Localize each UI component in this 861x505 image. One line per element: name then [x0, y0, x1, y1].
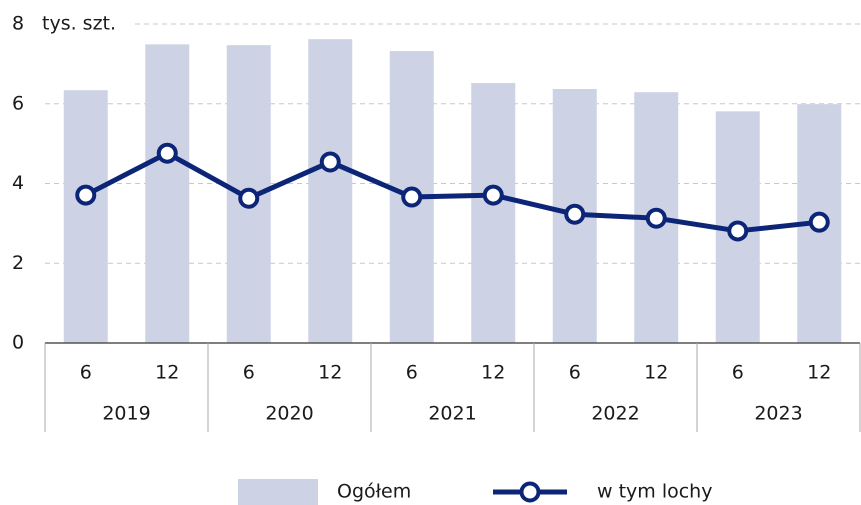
y-tick-label: 6: [12, 92, 24, 114]
x-tick-label: 12: [481, 362, 505, 384]
bar: [145, 44, 190, 344]
label-background: [34, 10, 134, 38]
legend-swatch: [238, 479, 318, 505]
line-marker: [401, 186, 423, 208]
x-group-label: 2021: [428, 403, 476, 425]
y-axis-label: tys. szt.: [42, 13, 116, 35]
x-group-label: 2023: [754, 403, 802, 425]
x-tick-label: 12: [644, 362, 668, 384]
x-group-label: 2022: [591, 403, 639, 425]
bar: [308, 39, 353, 344]
legend-label: Ogółem: [337, 481, 411, 503]
x-tick-label: 6: [732, 362, 744, 384]
y-tick-label: 2: [12, 252, 24, 274]
x-tick-label: 12: [318, 362, 342, 384]
x-tick-label: 6: [80, 362, 92, 384]
x-tick-label: 6: [569, 362, 581, 384]
x-group-label: 2019: [102, 403, 150, 425]
x-group-label: 2020: [265, 403, 313, 425]
line-marker: [808, 211, 830, 233]
line-marker: [482, 184, 504, 206]
legend-marker: [519, 481, 541, 503]
line-marker: [75, 184, 97, 206]
line-marker: [564, 203, 586, 225]
y-tick-label: 0: [12, 332, 24, 354]
x-tick-label: 12: [807, 362, 831, 384]
line-marker: [727, 220, 749, 242]
y-tick-label: 4: [12, 172, 24, 194]
bar: [63, 90, 108, 343]
y-tick-label: 8: [12, 13, 24, 35]
line-marker: [238, 187, 260, 209]
line: [84, 150, 820, 234]
line-marker: [645, 207, 667, 229]
line-marker: [156, 142, 178, 164]
x-tick-label: 6: [406, 362, 418, 384]
legend-label: w tym lochy: [597, 481, 712, 503]
line-marker: [319, 151, 341, 173]
bars: [63, 39, 842, 344]
x-tick-label: 12: [155, 362, 179, 384]
bar: [471, 83, 516, 343]
x-tick-label: 6: [243, 362, 255, 384]
